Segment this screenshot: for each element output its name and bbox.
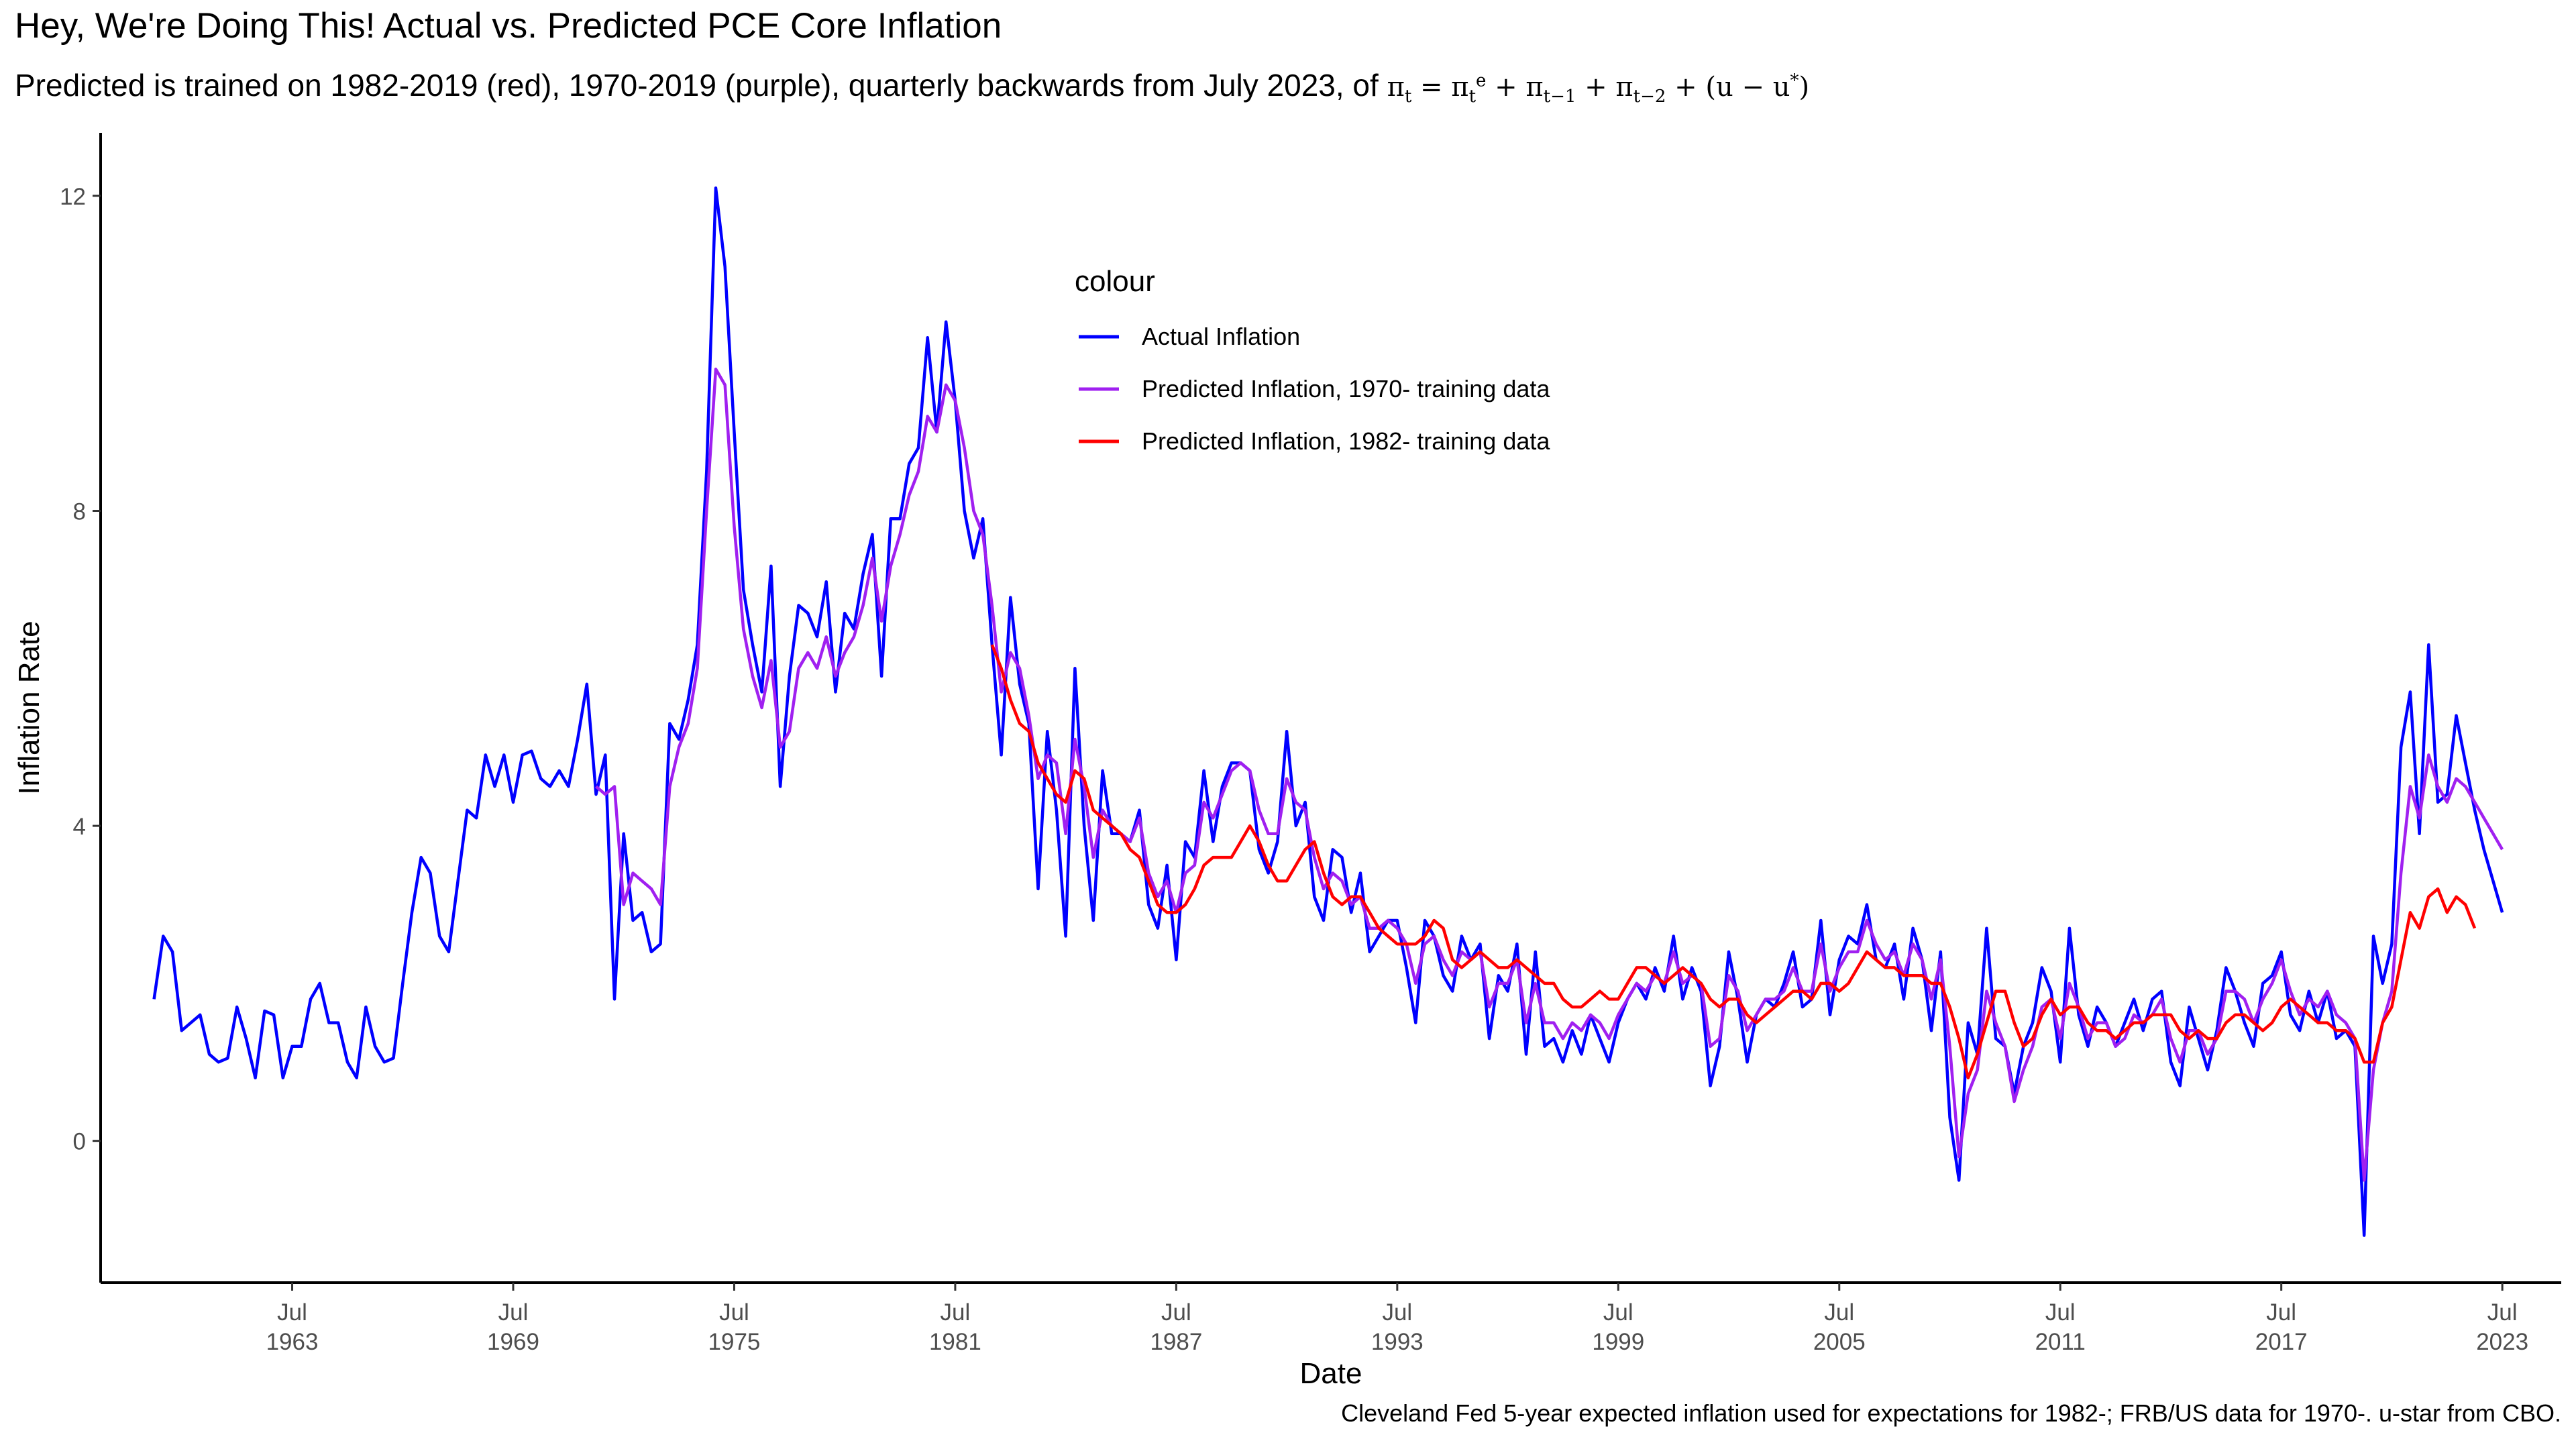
x-tick-label: Jul — [277, 1299, 307, 1326]
legend-title: colour — [1075, 265, 1155, 298]
x-tick-label: Jul — [2266, 1299, 2296, 1326]
x-tick-label: 1963 — [266, 1329, 319, 1355]
x-tick-label: Jul — [1603, 1299, 1633, 1326]
legend-label-3: Predicted Inflation, 1982- training data — [1142, 427, 1550, 455]
x-tick-label: Jul — [1824, 1299, 1854, 1326]
y-tick-label: 0 — [73, 1129, 86, 1155]
x-tick-label: Jul — [2487, 1299, 2518, 1326]
y-tick-label: 4 — [73, 814, 86, 840]
x-tick-label: 1969 — [487, 1329, 539, 1355]
y-tick-label: 12 — [60, 184, 86, 210]
x-tick-label: 1999 — [1592, 1329, 1644, 1355]
series-line-3 — [990, 644, 2477, 1080]
x-tick-label: Jul — [2045, 1299, 2076, 1326]
x-tick-label: Jul — [1161, 1299, 1191, 1326]
x-axis-title: Date — [1300, 1357, 1362, 1390]
x-tick-label: Jul — [498, 1299, 529, 1326]
series-line-2 — [595, 367, 2504, 1182]
x-tick-label: 2023 — [2476, 1329, 2528, 1355]
x-tick-label: 1993 — [1371, 1329, 1424, 1355]
legend-label-1: Actual Inflation — [1142, 323, 1300, 350]
x-tick-label: 2017 — [2255, 1329, 2308, 1355]
series-line-1 — [152, 186, 2504, 1237]
subtitle-text: Predicted is trained on 1982-2019 (red),… — [15, 68, 1379, 103]
y-axis-title: Inflation Rate — [13, 621, 46, 794]
chart-subtitle: Predicted is trained on 1982-2019 (red),… — [15, 67, 1809, 107]
x-tick-label: 1987 — [1150, 1329, 1202, 1355]
chart-title: Hey, We're Doing This! Actual vs. Predic… — [15, 6, 1002, 46]
x-tick-label: Jul — [941, 1299, 971, 1326]
x-tick-label: Jul — [1382, 1299, 1412, 1326]
y-tick-label: 8 — [73, 499, 86, 525]
chart-caption: Cleveland Fed 5-year expected inflation … — [1341, 1399, 2561, 1427]
legend-label-2: Predicted Inflation, 1970- training data — [1142, 375, 1550, 402]
x-tick-label: 1975 — [708, 1329, 761, 1355]
x-tick-label: Jul — [719, 1299, 749, 1326]
x-tick-label: 2005 — [1813, 1329, 1866, 1355]
x-tick-label: 2011 — [2035, 1329, 2086, 1355]
subtitle-formula: πt = πte + πt−1 + πt−2 + (u − u*) — [1387, 70, 1810, 107]
x-tick-label: 1981 — [929, 1329, 981, 1355]
